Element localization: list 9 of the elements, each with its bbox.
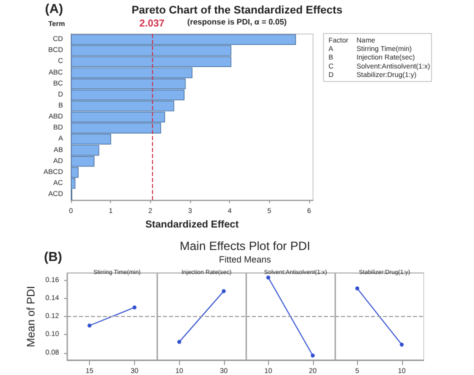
text: Fitted Means	[218, 254, 272, 264]
x-axis-title: Standardized Effect	[145, 220, 240, 230]
chart-title: Pareto Chart of the Standardized Effects	[132, 4, 342, 16]
y-axis-title: Mean of PDI	[26, 286, 38, 348]
text: Main Effects Plot for PDI	[180, 239, 310, 253]
chart-subtitle: (response is PDI, α = 0.05)	[187, 18, 288, 26]
text: (A)	[45, 1, 64, 16]
text: (B)	[44, 249, 62, 264]
ref-line-label: 2.037	[139, 18, 165, 30]
